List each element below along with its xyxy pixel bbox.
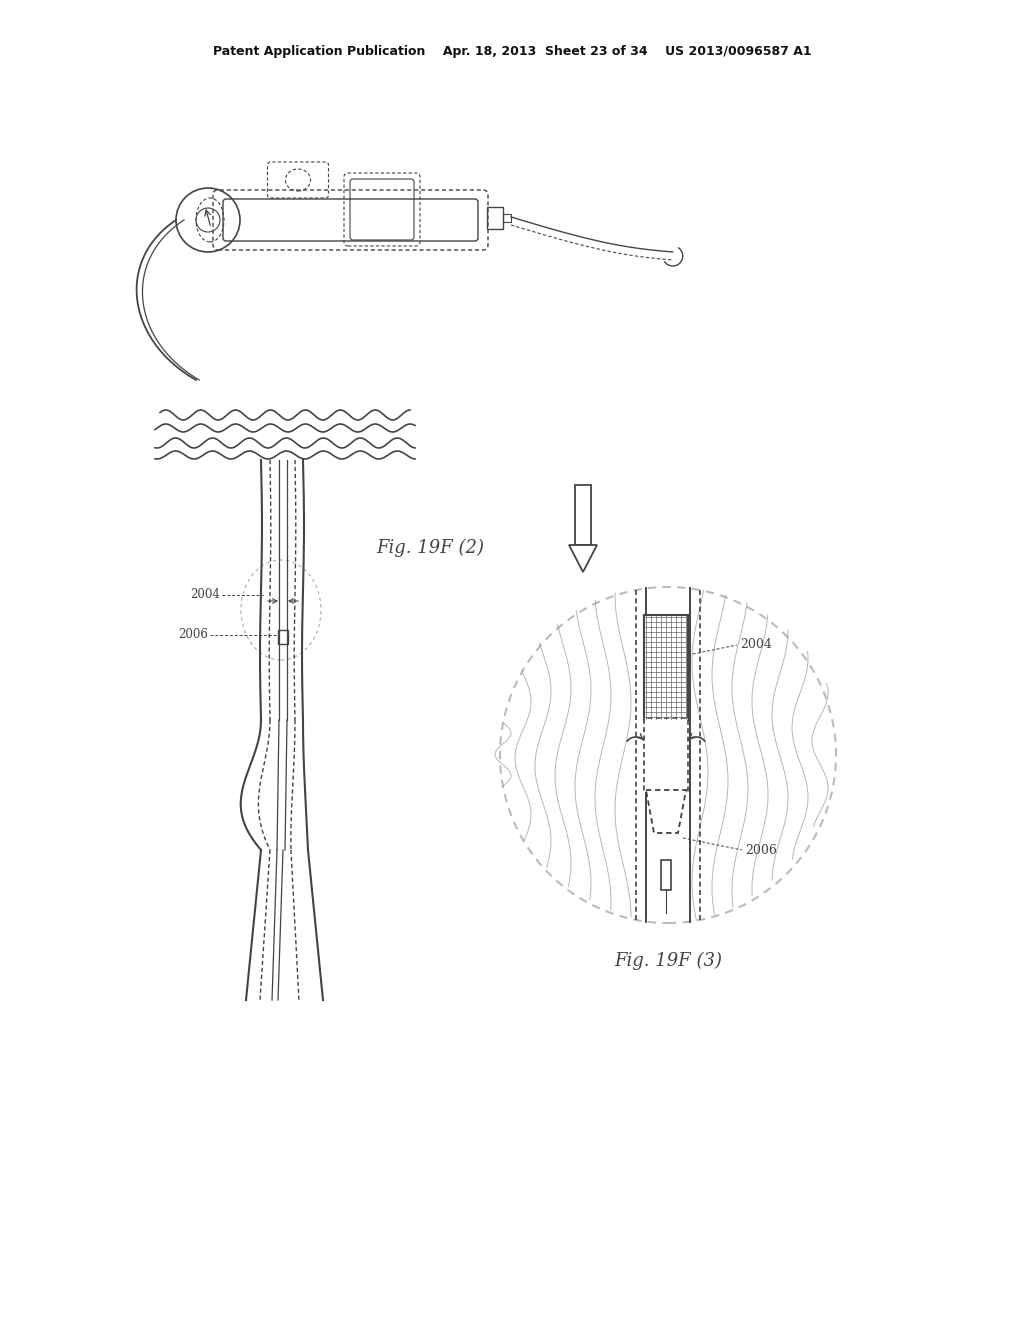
FancyBboxPatch shape [644,718,688,792]
Text: 2006: 2006 [178,628,208,642]
Text: 2004: 2004 [740,639,772,652]
Polygon shape [646,789,686,833]
Bar [662,861,671,890]
Text: Fig. 19F (3): Fig. 19F (3) [614,952,722,970]
Bar [278,630,288,644]
Text: Patent Application Publication    Apr. 18, 2013  Sheet 23 of 34    US 2013/00965: Patent Application Publication Apr. 18, … [213,45,811,58]
Bar [503,214,511,222]
Text: Fig. 19F (2): Fig. 19F (2) [376,539,484,557]
Text: 2004: 2004 [190,589,220,602]
Bar [644,615,688,719]
Bar [575,484,591,545]
Polygon shape [569,545,597,572]
Bar [487,207,503,228]
Text: 2006: 2006 [745,843,777,857]
